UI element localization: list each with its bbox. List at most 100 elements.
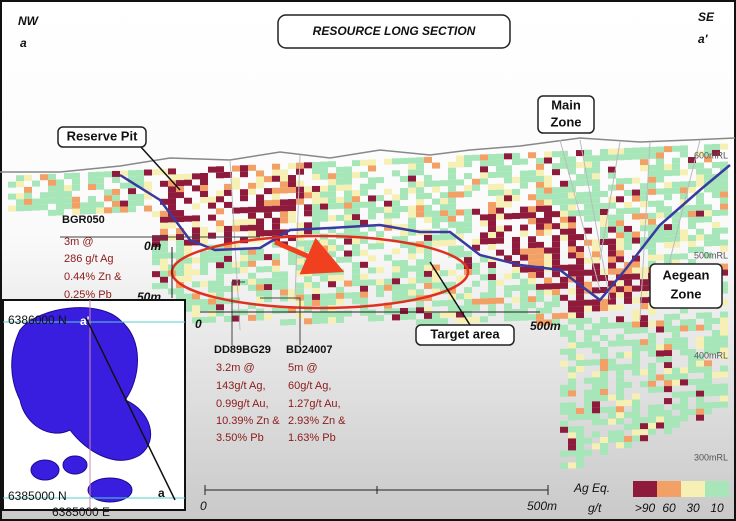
block (504, 315, 512, 322)
block (720, 245, 728, 252)
block (160, 222, 168, 229)
block (376, 231, 384, 238)
block (672, 331, 680, 338)
block (688, 241, 696, 248)
block (328, 203, 336, 210)
block (232, 207, 240, 214)
block (560, 402, 568, 409)
block (672, 421, 680, 428)
block (592, 395, 600, 402)
block (560, 276, 568, 283)
block (312, 185, 320, 192)
right-point: a' (698, 32, 709, 46)
block (264, 296, 272, 303)
block (392, 308, 400, 315)
block (416, 307, 424, 314)
block (696, 336, 704, 343)
block (104, 189, 112, 196)
block (656, 188, 664, 195)
block (664, 188, 672, 195)
block (592, 257, 600, 264)
block (456, 233, 464, 240)
block (608, 172, 616, 179)
block (632, 327, 640, 334)
block (80, 202, 88, 209)
block (56, 197, 64, 204)
block (448, 179, 456, 186)
block (200, 179, 208, 185)
block (368, 201, 376, 208)
block (672, 373, 680, 380)
block (128, 188, 136, 195)
block (400, 260, 408, 266)
block (280, 289, 288, 296)
block (688, 181, 696, 188)
block (568, 444, 576, 451)
block (504, 285, 512, 292)
block (664, 170, 672, 177)
block (280, 211, 288, 218)
block (616, 196, 624, 203)
block (456, 227, 464, 234)
block (608, 286, 616, 293)
block (408, 265, 416, 272)
block (672, 211, 680, 218)
block (456, 275, 464, 282)
block (544, 247, 552, 254)
block (600, 209, 608, 215)
block (560, 222, 568, 229)
block (648, 188, 656, 195)
block (208, 250, 216, 257)
block (216, 292, 224, 299)
block (512, 266, 520, 273)
block (584, 149, 592, 156)
block (64, 173, 72, 180)
block (648, 422, 656, 429)
block (296, 168, 304, 175)
drillhole-intercept: 0.44% Zn & (64, 271, 122, 283)
title-box (277, 14, 511, 49)
block (328, 239, 336, 246)
block (176, 294, 184, 301)
block (272, 223, 280, 230)
block (656, 344, 664, 351)
block (640, 183, 648, 190)
block (592, 263, 600, 270)
block (408, 253, 416, 260)
block (520, 230, 528, 237)
block (680, 151, 688, 158)
block (520, 206, 528, 213)
block (216, 310, 224, 317)
block (232, 177, 240, 184)
block (704, 312, 712, 319)
block (488, 244, 496, 251)
block (624, 285, 632, 292)
block (96, 183, 104, 190)
block (688, 235, 696, 242)
block (600, 353, 608, 359)
block (232, 243, 240, 250)
block (512, 194, 520, 201)
block (640, 267, 648, 274)
block (488, 238, 496, 245)
block (640, 321, 648, 328)
block (616, 238, 624, 245)
block (616, 322, 624, 329)
block (280, 277, 288, 284)
block (616, 334, 624, 341)
block (248, 182, 256, 189)
block (624, 399, 632, 406)
block (144, 169, 152, 176)
block (208, 286, 216, 293)
block (368, 243, 376, 250)
block (344, 292, 352, 299)
block (552, 271, 560, 278)
block (608, 364, 616, 371)
block (408, 157, 416, 164)
block (720, 185, 728, 192)
block (72, 172, 80, 179)
block (216, 220, 224, 227)
block (680, 145, 688, 152)
block (600, 317, 608, 323)
block (192, 227, 200, 234)
